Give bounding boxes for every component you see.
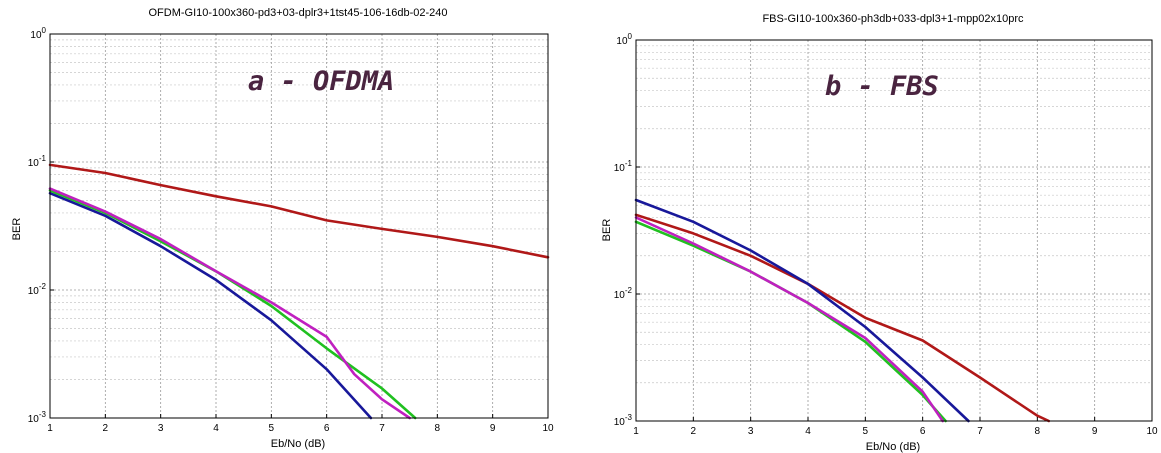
- y-axis-label: BER: [11, 218, 23, 241]
- y-tick-label: 10-1: [614, 159, 633, 174]
- x-tick-label: 9: [1092, 426, 1098, 437]
- chart-ofdma-svg: 1 2 3 4 5 6 7 8 9 10 100 10-1 10-2 10-3 OFDM-GI10-100…: [11, 7, 554, 450]
- y-tick-label: 100: [616, 32, 632, 47]
- y-tick-label: 10-3: [28, 410, 47, 425]
- x-tick-label: 8: [435, 423, 441, 434]
- series-line: [634, 216, 945, 423]
- x-tick-label: 5: [863, 426, 869, 437]
- x-tick-label: 7: [379, 423, 385, 434]
- chart-annotation: a - OFDMA: [248, 66, 394, 97]
- x-tick-label: 7: [977, 426, 983, 437]
- x-tick-label: 10: [542, 423, 554, 434]
- y-tick-label: 10-1: [28, 154, 47, 169]
- x-tick-label: 2: [103, 423, 109, 434]
- chart-fbs-svg: 1 2 3 4 5 6 7 8 9 10 100 10-1 10-2 10-3 FBS-GI10-100x…: [601, 13, 1158, 453]
- chart-fbs: 1 2 3 4 5 6 7 8 9 10 100 10-1 10-2 10-3 FBS-GI10-100x…: [590, 0, 1161, 453]
- series-line: [48, 187, 412, 420]
- y-tick-label: 100: [30, 26, 46, 41]
- plot-area: [636, 40, 1152, 421]
- x-tick-label: 6: [324, 423, 330, 434]
- chart-annotation: b - FBS: [825, 71, 939, 102]
- chart-title: OFDM-GI10-100x360-pd3+03-dplr3+1tst45-10…: [148, 7, 447, 19]
- x-tick-label: 3: [748, 426, 754, 437]
- series-line: [48, 191, 373, 420]
- x-tick-label: 4: [805, 426, 811, 437]
- y-tick-label: 10-2: [28, 282, 47, 297]
- chart-title: FBS-GI10-100x360-ph3db+033-dpl3+1-mpp02x…: [762, 13, 1024, 25]
- x-tick-label: 9: [490, 423, 496, 434]
- x-tick-label: 6: [920, 426, 926, 437]
- y-tick-label: 10-3: [614, 413, 633, 428]
- axes-frame: [49, 33, 549, 419]
- x-axis-label: Eb/No (dB): [271, 438, 325, 450]
- x-tick-label: 8: [1035, 426, 1041, 437]
- x-tick-label: 3: [158, 423, 164, 434]
- series-line: [634, 213, 1051, 423]
- series-line: [48, 163, 550, 259]
- y-tick-label: 10-2: [614, 286, 633, 301]
- y-axis-label: BER: [601, 219, 613, 242]
- x-tick-label: 10: [1146, 426, 1158, 437]
- x-tick-label: 1: [633, 426, 639, 437]
- x-axis-label: Eb/No (dB): [866, 441, 920, 453]
- axes-frame: [635, 39, 1153, 422]
- series-line: [634, 198, 970, 423]
- chart-ofdma: 1 2 3 4 5 6 7 8 9 10 100 10-1 10-2 10-3 OFDM-GI10-100…: [0, 0, 575, 453]
- x-tick-label: 4: [213, 423, 219, 434]
- x-tick-label: 1: [47, 423, 53, 434]
- x-tick-label: 5: [269, 423, 275, 434]
- x-tick-label: 2: [691, 426, 697, 437]
